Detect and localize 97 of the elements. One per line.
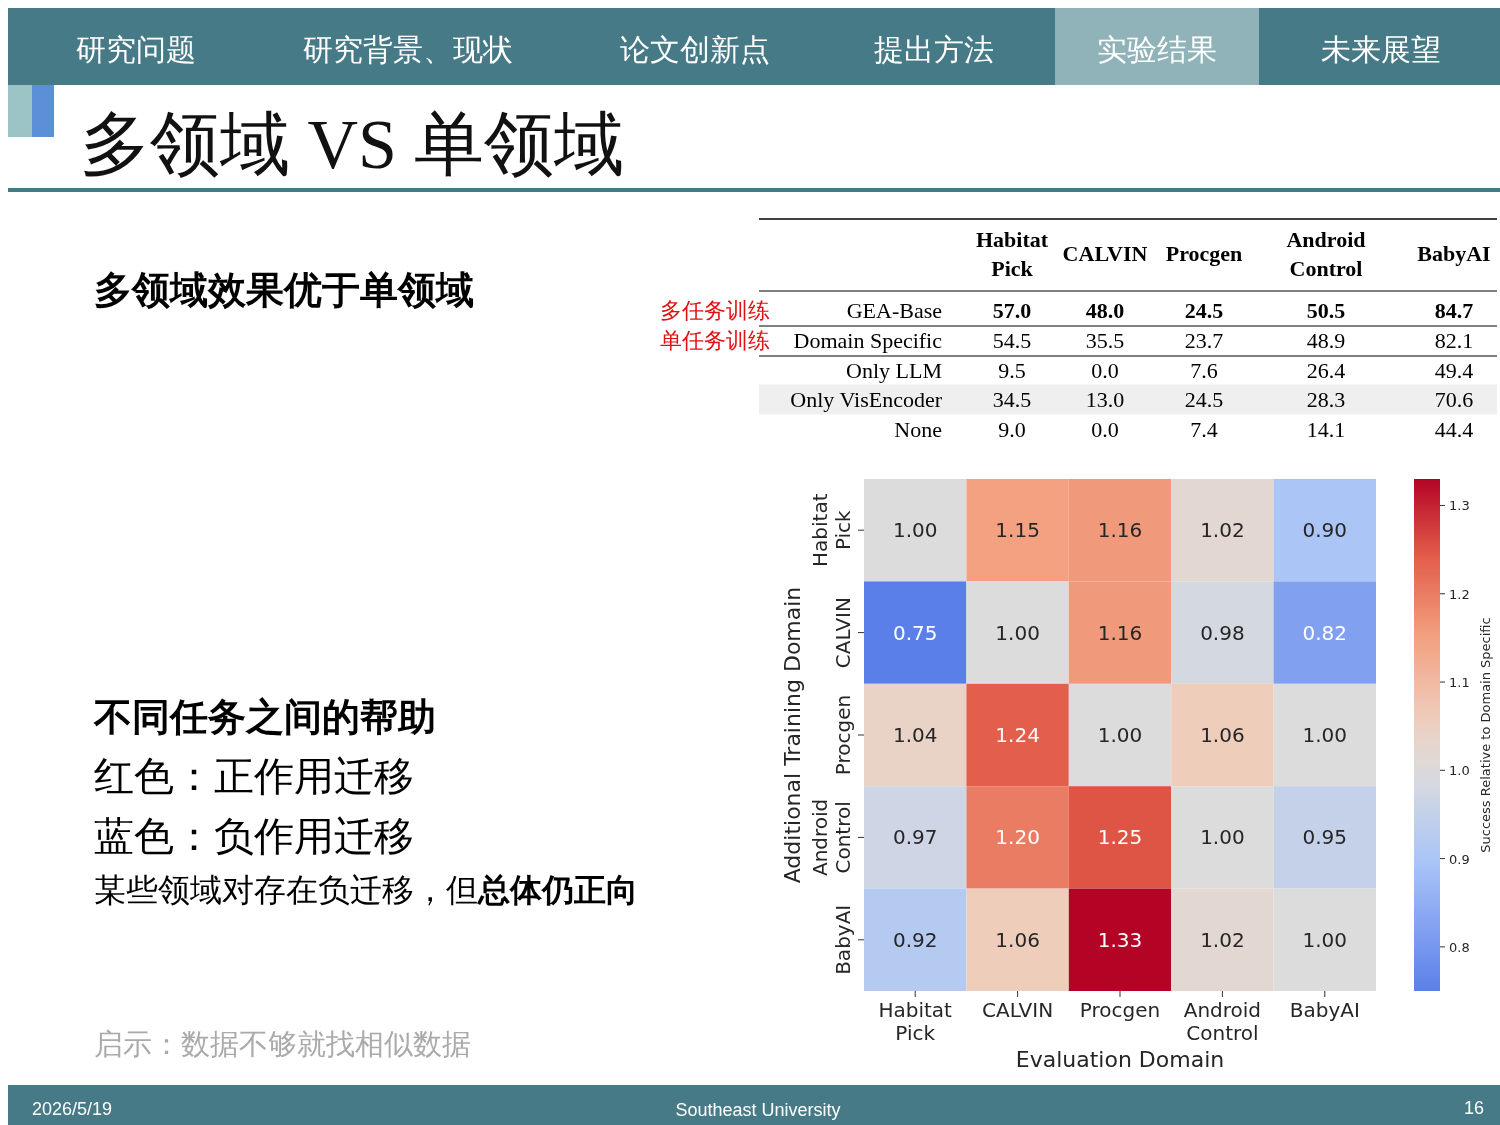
data-label: 0.0 — [1091, 417, 1119, 443]
color-bar-label: 1.2 — [1449, 586, 1470, 602]
text: 多领域 VS 单领域 — [80, 106, 625, 183]
data-label: 1.02 — [1200, 518, 1245, 543]
data-label: 54.5 — [992, 327, 1032, 353]
y-tick-label: Habitat Pick — [808, 493, 855, 567]
data-label: 48.9 — [1306, 327, 1346, 353]
x-tick-label: Android Control — [1183, 998, 1262, 1045]
text: 单任务训练 — [660, 327, 770, 353]
data-label: 0.82 — [1302, 620, 1348, 645]
y-tick-label: BabyAI — [831, 904, 855, 975]
data-label: 84.7 — [1434, 298, 1474, 323]
data-label: 1.02 — [1200, 927, 1245, 952]
color-bar-label: 0.8 — [1449, 939, 1470, 955]
data-label: 82.1 — [1434, 327, 1474, 353]
data-label: 1.06 — [1200, 723, 1245, 747]
text: 某些领域对存在负迁移，但 — [94, 872, 478, 908]
data-label: 0.92 — [892, 927, 938, 952]
data-label: 1.00 — [1302, 927, 1348, 952]
y-axis-title: Additional Training Domain — [780, 586, 805, 884]
data-label: 1.16 — [1097, 620, 1143, 645]
y-tick-label: Only LLM — [846, 357, 942, 383]
text: 红色：正作用迁移 — [94, 754, 414, 798]
y-tick-label: Procgen — [831, 694, 855, 776]
data-label: 1.00 — [1200, 825, 1245, 850]
color-bar-title: Success Relative to Domain Specific — [1478, 617, 1493, 853]
color-bar-label: 1.0 — [1449, 763, 1470, 779]
x-tick-label: CALVIN — [1062, 241, 1148, 266]
data-label: 26.4 — [1306, 357, 1346, 383]
text: 未来展望 — [1321, 33, 1441, 66]
color-bar-label: 0.9 — [1449, 851, 1470, 867]
text: 2026/5/19 — [32, 1099, 113, 1119]
data-label: 48.0 — [1085, 298, 1125, 323]
y-tick-label: GEA-Base — [846, 298, 942, 323]
text: 提出方法 — [874, 33, 994, 66]
y-tick-label: Android Control — [808, 798, 855, 877]
text: 多领域效果优于单领域 — [94, 269, 474, 311]
color-bar-label: 1.3 — [1449, 498, 1470, 514]
data-label: 24.5 — [1184, 298, 1224, 323]
y-tick-label: Domain Specific — [793, 327, 943, 353]
data-label: 44.4 — [1434, 417, 1474, 443]
color-bar-label: 1.1 — [1449, 675, 1470, 691]
data-label: 23.7 — [1184, 327, 1224, 353]
y-tick-label: CALVIN — [831, 597, 855, 669]
x-axis-title: Evaluation Domain — [1015, 1047, 1225, 1072]
data-label: 1.33 — [1097, 927, 1143, 952]
y-tick-label: None — [894, 417, 942, 443]
data-label: 14.1 — [1306, 417, 1346, 443]
text: 研究背景、现状 — [303, 33, 513, 66]
text: 不同任务之间的帮助 — [93, 696, 436, 738]
text: 实验结果 — [1097, 33, 1217, 66]
data-label: 0.95 — [1302, 825, 1348, 850]
data-label: 70.6 — [1434, 387, 1474, 413]
text: 总体仍正向 — [477, 872, 638, 908]
data-label: 50.5 — [1306, 298, 1346, 323]
data-label: 0.98 — [1200, 620, 1245, 645]
x-tick-label: Procgen — [1165, 241, 1243, 266]
x-tick-label: BabyAI — [1289, 998, 1360, 1022]
data-label: 1.15 — [995, 518, 1040, 543]
y-tick-label: Only VisEncoder — [790, 387, 943, 413]
data-label: 1.00 — [1302, 723, 1348, 747]
data-label: 34.5 — [992, 387, 1032, 413]
data-label: 1.16 — [1097, 518, 1143, 543]
data-label: 7.6 — [1190, 357, 1218, 383]
data-label: 1.06 — [995, 927, 1040, 952]
data-label: 1.25 — [1097, 825, 1143, 850]
data-label: 9.5 — [998, 357, 1026, 383]
data-label: 57.0 — [992, 298, 1032, 323]
data-label: 1.00 — [892, 518, 938, 543]
x-tick-label: Procgen — [1079, 998, 1161, 1022]
text: 多任务训练 — [660, 298, 770, 323]
data-label: 1.00 — [1097, 723, 1143, 747]
data-label: 1.00 — [995, 620, 1040, 645]
data-label: 49.4 — [1434, 357, 1474, 383]
data-label: 1.04 — [892, 723, 938, 747]
x-tick-label: CALVIN — [982, 998, 1054, 1022]
data-label: 13.0 — [1085, 387, 1125, 413]
text: 16 — [1463, 1098, 1484, 1118]
data-label: 24.5 — [1184, 387, 1224, 413]
x-tick-label: BabyAI — [1417, 241, 1491, 266]
data-label: 0.97 — [892, 825, 938, 850]
text: Southeast University — [675, 1100, 841, 1120]
data-label: 28.3 — [1306, 387, 1346, 413]
text: 蓝色：负作用迁移 — [94, 814, 414, 858]
x-tick-label: Android Control — [1286, 227, 1366, 281]
data-label: 1.20 — [995, 825, 1040, 850]
data-label: 9.0 — [998, 417, 1026, 443]
text: 研究问题 — [76, 33, 196, 66]
text: 启示：数据不够就找相似数据 — [94, 1028, 471, 1060]
data-label: 0.0 — [1091, 357, 1119, 383]
data-label: 0.75 — [892, 620, 938, 645]
data-label: 1.24 — [995, 723, 1040, 747]
data-label: 0.90 — [1302, 518, 1348, 543]
x-tick-label: Habitat Pick — [975, 227, 1049, 281]
text: 论文创新点 — [620, 33, 770, 66]
data-label: 7.4 — [1190, 417, 1218, 443]
data-label: 35.5 — [1085, 327, 1125, 353]
